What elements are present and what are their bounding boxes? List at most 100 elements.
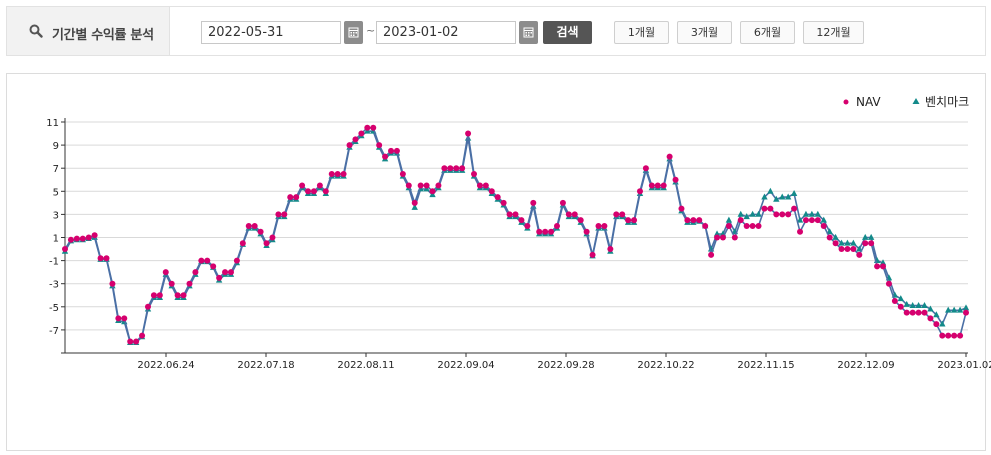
nav-point xyxy=(435,182,442,189)
nav-point xyxy=(838,246,845,253)
benchmark-point xyxy=(909,302,916,309)
x-tick-label: 2022.09.28 xyxy=(537,360,594,371)
nav-point xyxy=(109,280,116,287)
nav-point xyxy=(684,217,691,224)
nav-point xyxy=(340,170,347,177)
y-tick-label: 5 xyxy=(53,187,59,198)
nav-point xyxy=(802,217,809,224)
nav-point xyxy=(305,188,312,195)
nav-point xyxy=(636,188,643,195)
benchmark-point xyxy=(790,190,798,197)
nav-point xyxy=(536,228,543,235)
nav-point xyxy=(951,332,958,339)
nav-point xyxy=(245,222,252,229)
y-tick-label: 11 xyxy=(46,118,59,129)
benchmark-point xyxy=(832,233,839,240)
end-date-input[interactable] xyxy=(376,21,516,44)
nav-point xyxy=(97,255,104,262)
nav-point xyxy=(127,338,134,345)
nav-point xyxy=(239,240,246,247)
nav-point xyxy=(737,217,744,224)
legend-nav-marker xyxy=(843,99,849,105)
nav-point xyxy=(779,211,786,218)
nav-point xyxy=(885,280,892,287)
nav-point xyxy=(945,332,952,339)
period-6-month-button[interactable]: 6개월 xyxy=(740,21,795,44)
benchmark-point xyxy=(962,304,970,311)
nav-point xyxy=(880,263,887,270)
nav-point xyxy=(67,236,74,243)
nav-point xyxy=(299,182,306,189)
nav-point xyxy=(832,240,839,247)
nav-point xyxy=(512,211,519,218)
benchmark-point xyxy=(915,302,922,309)
nav-point xyxy=(453,165,460,172)
nav-point xyxy=(702,222,709,229)
period-12-month-button[interactable]: 12개월 xyxy=(803,21,864,44)
nav-point xyxy=(868,240,875,247)
nav-point xyxy=(334,170,341,177)
nav-point xyxy=(791,205,798,212)
nav-point xyxy=(862,240,869,247)
benchmark-point xyxy=(411,203,418,210)
x-tick-label: 2023.01.02 xyxy=(937,360,991,371)
period-3-month-button[interactable]: 3개월 xyxy=(677,21,732,44)
nav-point xyxy=(595,222,602,229)
nav-point xyxy=(476,182,483,189)
nav-point xyxy=(530,199,537,206)
period-1-month-button[interactable]: 1개월 xyxy=(614,21,669,44)
nav-point xyxy=(144,303,151,310)
x-tick-label: 2022.08.11 xyxy=(337,360,394,371)
nav-point xyxy=(743,222,750,229)
benchmark-point xyxy=(950,306,958,313)
nav-point xyxy=(393,147,400,154)
nav-point xyxy=(506,211,513,218)
nav-point xyxy=(168,280,175,287)
nav-point xyxy=(269,234,276,241)
y-tick-label: -3 xyxy=(49,280,59,291)
y-tick-label: -7 xyxy=(49,326,59,337)
nav-point xyxy=(494,194,501,201)
benchmark-point xyxy=(808,210,816,217)
nav-point xyxy=(642,165,649,172)
nav-point xyxy=(921,309,928,316)
search-button[interactable]: 검색 xyxy=(543,21,592,44)
benchmark-point xyxy=(850,239,857,246)
nav-point xyxy=(725,222,732,229)
benchmark-point xyxy=(713,230,721,237)
benchmark-point xyxy=(844,239,851,246)
nav-point xyxy=(909,309,916,316)
benchmark-point xyxy=(927,305,934,312)
calendar-icon[interactable] xyxy=(519,21,538,44)
nav-point xyxy=(500,199,507,206)
nav-point xyxy=(915,309,922,316)
nav-point xyxy=(808,217,815,224)
x-tick-label: 2022.06.24 xyxy=(137,360,194,371)
benchmark-point xyxy=(838,239,845,246)
calendar-icon[interactable] xyxy=(344,21,363,44)
y-tick-label: 9 xyxy=(53,141,59,152)
nav-point xyxy=(785,211,792,218)
nav-point xyxy=(731,234,738,241)
nav-point xyxy=(156,292,163,299)
nav-point xyxy=(856,251,863,258)
nav-point xyxy=(891,298,898,305)
nav-point xyxy=(417,182,424,189)
period-return-analysis-title: 기간별 수익률 분석 xyxy=(52,28,154,43)
nav-point xyxy=(714,234,721,241)
nav-point xyxy=(850,246,857,253)
legend-benchmark-marker xyxy=(912,98,920,104)
benchmark-point xyxy=(897,295,904,302)
start-date-input[interactable] xyxy=(201,21,341,44)
nav-point xyxy=(275,211,282,218)
nav-point xyxy=(73,235,80,242)
legend-nav-label: NAV xyxy=(856,95,881,109)
nav-point xyxy=(654,182,661,189)
nav-point xyxy=(548,228,555,235)
nav-point xyxy=(358,130,365,137)
nav-point xyxy=(405,182,412,189)
nav-point xyxy=(619,211,626,218)
nav-point xyxy=(447,165,454,172)
nav-point xyxy=(328,170,335,177)
nav-point xyxy=(933,321,940,328)
